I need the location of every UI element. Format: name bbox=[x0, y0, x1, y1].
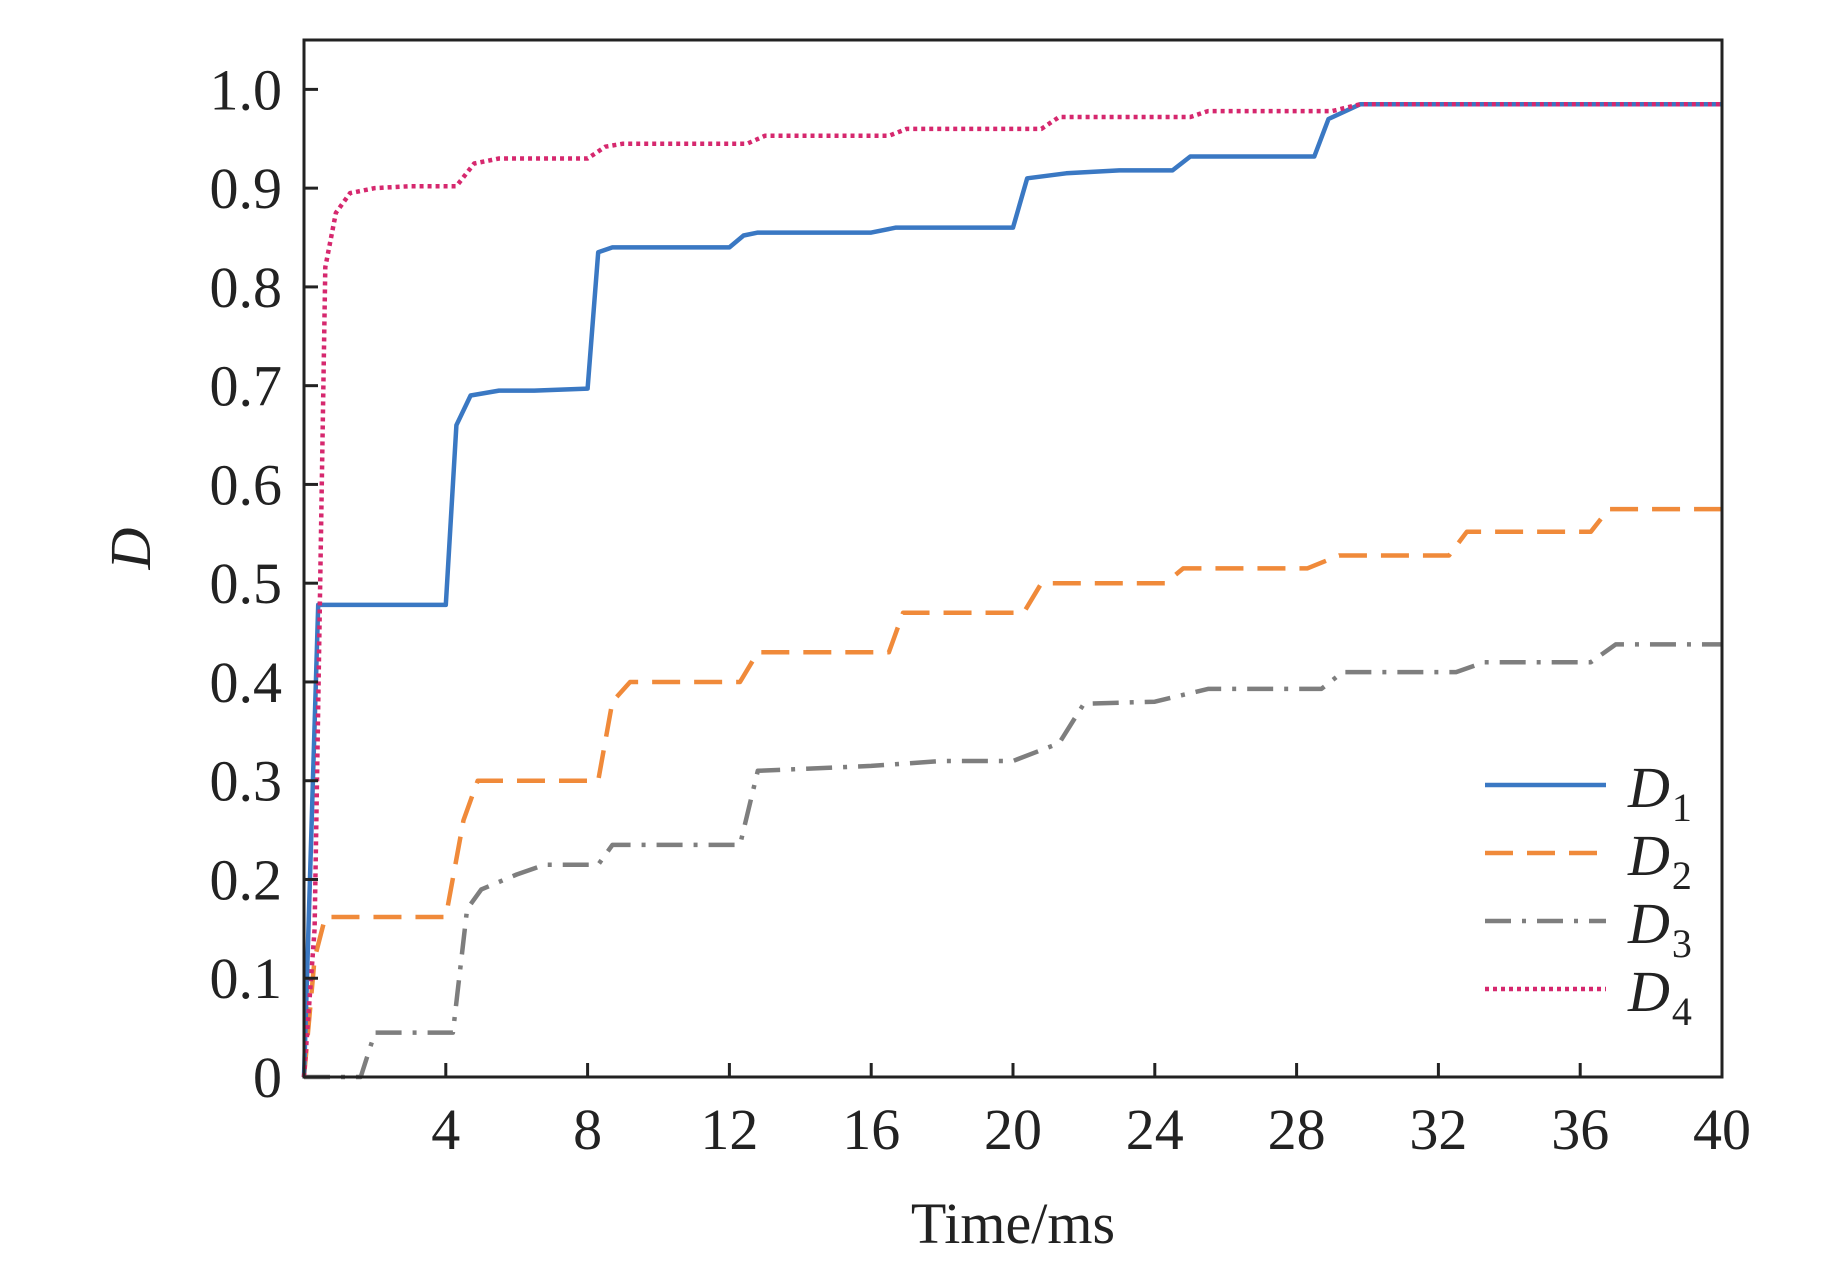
series-line-2 bbox=[301, 506, 1722, 1078]
legend-label-1: D1 bbox=[1627, 755, 1692, 830]
x-tick-label: 40 bbox=[1693, 1097, 1751, 1162]
y-tick-label: 0.3 bbox=[210, 749, 283, 814]
legend-label-4: D4 bbox=[1627, 959, 1692, 1034]
legend-label-3: D3 bbox=[1627, 891, 1692, 966]
y-tick-label: 0.1 bbox=[210, 946, 283, 1011]
y-tick-label: 0 bbox=[253, 1045, 282, 1110]
x-tick-label: 12 bbox=[700, 1097, 758, 1162]
y-tick-label: 0.7 bbox=[210, 354, 283, 419]
y-tick-label: 0.4 bbox=[210, 650, 283, 715]
ticks-layer: 4 8 12 16 20 24 28 32 36 40 0 0.1 0.2 0.3 0.4 0.5 0.6 0.7… bbox=[210, 57, 1752, 1162]
series-line-1 bbox=[301, 101, 1722, 1078]
y-tick-label: 0.6 bbox=[210, 452, 283, 517]
x-axis-label: Time/ms bbox=[911, 1191, 1115, 1256]
y-tick-label: 0.9 bbox=[210, 156, 283, 221]
x-tick-label: 28 bbox=[1268, 1097, 1326, 1162]
x-tick-label: 8 bbox=[573, 1097, 602, 1162]
x-tick-label: 32 bbox=[1409, 1097, 1467, 1162]
y-axis-label: D bbox=[98, 527, 163, 570]
x-tick-label: 24 bbox=[1126, 1097, 1184, 1162]
legend-label-2: D2 bbox=[1627, 823, 1692, 898]
series-line-3 bbox=[304, 642, 1722, 1080]
y-tick-label: 0.5 bbox=[210, 551, 283, 616]
y-tick-label: 0.8 bbox=[210, 255, 283, 320]
x-tick-label: 36 bbox=[1551, 1097, 1609, 1162]
series-layer bbox=[301, 101, 1722, 1080]
y-tick-label: 0.2 bbox=[210, 847, 283, 912]
x-tick-label: 16 bbox=[842, 1097, 900, 1162]
y-tick-label: 1.0 bbox=[210, 57, 283, 122]
x-tick-label: 20 bbox=[984, 1097, 1042, 1162]
series-line-4 bbox=[301, 101, 1722, 1078]
x-tick-label: 4 bbox=[431, 1097, 460, 1162]
